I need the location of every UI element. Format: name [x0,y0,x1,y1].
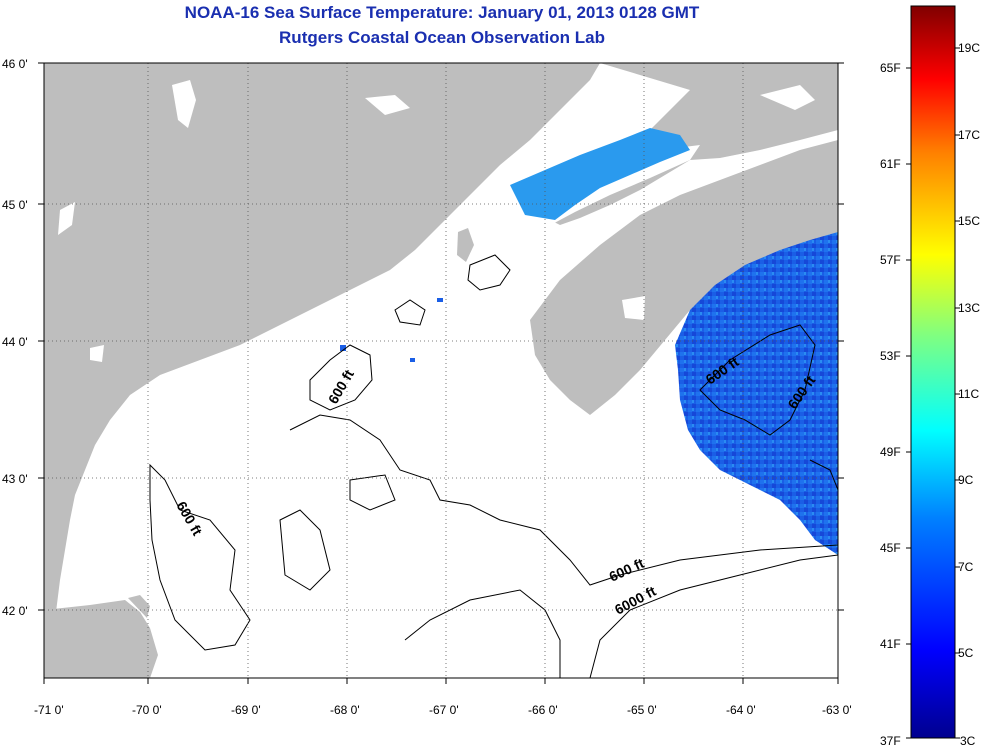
colorbar-f-label: 45F [880,541,901,555]
colorbar-c-label: 15C [958,214,980,228]
lake [58,202,75,235]
sst-pixel [340,345,346,351]
colorbar-c-label: 19C [958,41,980,55]
ticks [38,62,844,684]
lat-label: 44 0' [2,335,28,349]
lon-label: -64 0' [726,703,756,717]
lake [622,296,645,320]
colorbar-c-label: 17C [958,128,980,142]
map-subtitle: Rutgers Coastal Ocean Observation Lab [279,28,605,47]
land-cape-cod [44,600,158,678]
lon-label: -65 0' [627,703,657,717]
sst-pixel [410,358,415,362]
land-cape-tip [128,595,150,618]
sst-fundy-patch [510,128,690,220]
land-grand-manan [457,228,474,262]
lake [172,80,196,128]
colorbar-f-label: 53F [880,349,901,363]
lat-label: 45 0' [2,198,28,212]
colorbar-f-label: 37F [880,734,901,748]
lon-label: -71 0' [34,703,64,717]
colorbar-f-label: 65F [880,61,901,75]
colorbar-f-label: 61F [880,157,901,171]
lon-label: -69 0' [231,703,261,717]
graticule [44,63,838,678]
lon-label: -66 0' [528,703,558,717]
lake [365,95,410,115]
lon-label: -67 0' [429,703,459,717]
colorbar [910,5,956,739]
colorbar-ticks [906,47,960,739]
map-title: NOAA-16 Sea Surface Temperature: January… [184,3,700,22]
colorbar-f-label: 49F [880,445,901,459]
colorbar-f-label: 57F [880,253,901,267]
land-nova-scotia [530,140,838,415]
lon-label: -70 0' [132,703,162,717]
lake [760,85,815,110]
colorbar-c-label: 7C [958,560,974,574]
map-frame [43,62,839,679]
sst-scotian-patch [675,232,838,555]
colorbar-c-label: 9C [958,473,974,487]
colorbar-c-label: 13C [958,301,980,315]
lon-label: -68 0' [330,703,360,717]
lat-label: 42 0' [2,604,28,618]
lon-label: -63 0' [822,703,852,717]
depth-contours [149,254,838,678]
colorbar-c-label: 11C [958,387,979,401]
colorbar-c-label: 5C [958,646,974,660]
lat-label: 46 0' [2,57,28,71]
colorbar-c-label: 3C [960,734,976,748]
land-maine [44,63,600,678]
lat-label: 43 0' [2,472,28,486]
lake [90,345,104,362]
sst-pixel [437,298,443,302]
colorbar-f-label: 41F [880,637,901,651]
